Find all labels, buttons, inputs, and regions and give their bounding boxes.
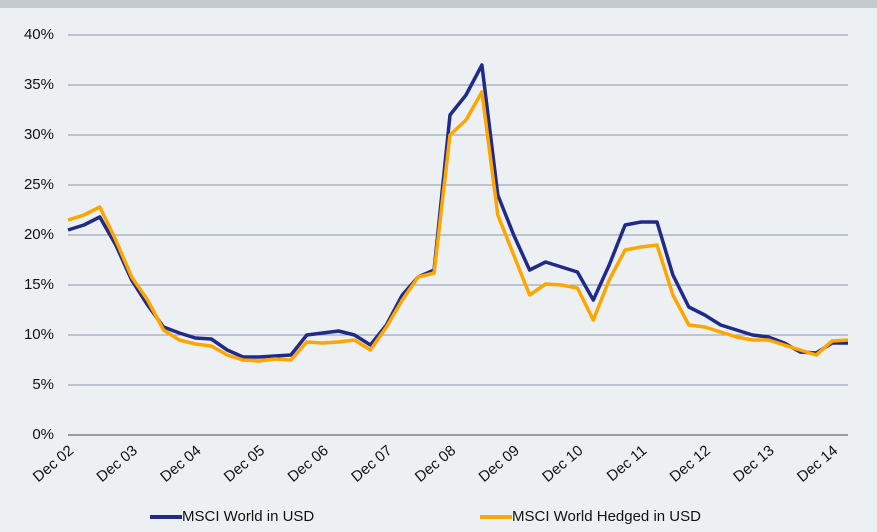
y-tick-label: 5% <box>32 376 54 393</box>
x-tick-label: Dec 11 <box>604 442 650 485</box>
x-tick-label: Dec 13 <box>730 442 777 486</box>
legend-label: MSCI World Hedged in USD <box>512 508 701 525</box>
x-tick-label: Dec 03 <box>93 442 140 486</box>
legend-label: MSCI World in USD <box>182 508 314 525</box>
series-line <box>67 90 849 363</box>
x-tick-label: Dec 12 <box>667 442 714 486</box>
y-tick-label: 30% <box>24 126 54 143</box>
series-line <box>67 63 848 359</box>
y-tick-label: 0% <box>32 426 54 443</box>
top-band <box>0 0 877 8</box>
x-tick-label: Dec 10 <box>539 442 586 486</box>
y-tick-label: 20% <box>24 226 54 243</box>
x-tick-label: Dec 14 <box>794 442 841 486</box>
x-tick-label: Dec 08 <box>412 442 459 486</box>
y-tick-label: 35% <box>24 76 54 93</box>
x-tick-label: Dec 05 <box>221 442 268 486</box>
y-tick-label: 10% <box>24 326 54 343</box>
y-tick-label: 25% <box>24 176 54 193</box>
x-tick-label: Dec 09 <box>475 442 522 486</box>
y-tick-label: 40% <box>24 26 54 43</box>
x-tick-label: Dec 02 <box>30 442 77 486</box>
y-tick-label: 15% <box>24 276 54 293</box>
x-tick-label: Dec 07 <box>348 442 395 486</box>
x-tick-label: Dec 04 <box>157 442 204 486</box>
x-tick-label: Dec 06 <box>284 442 331 486</box>
